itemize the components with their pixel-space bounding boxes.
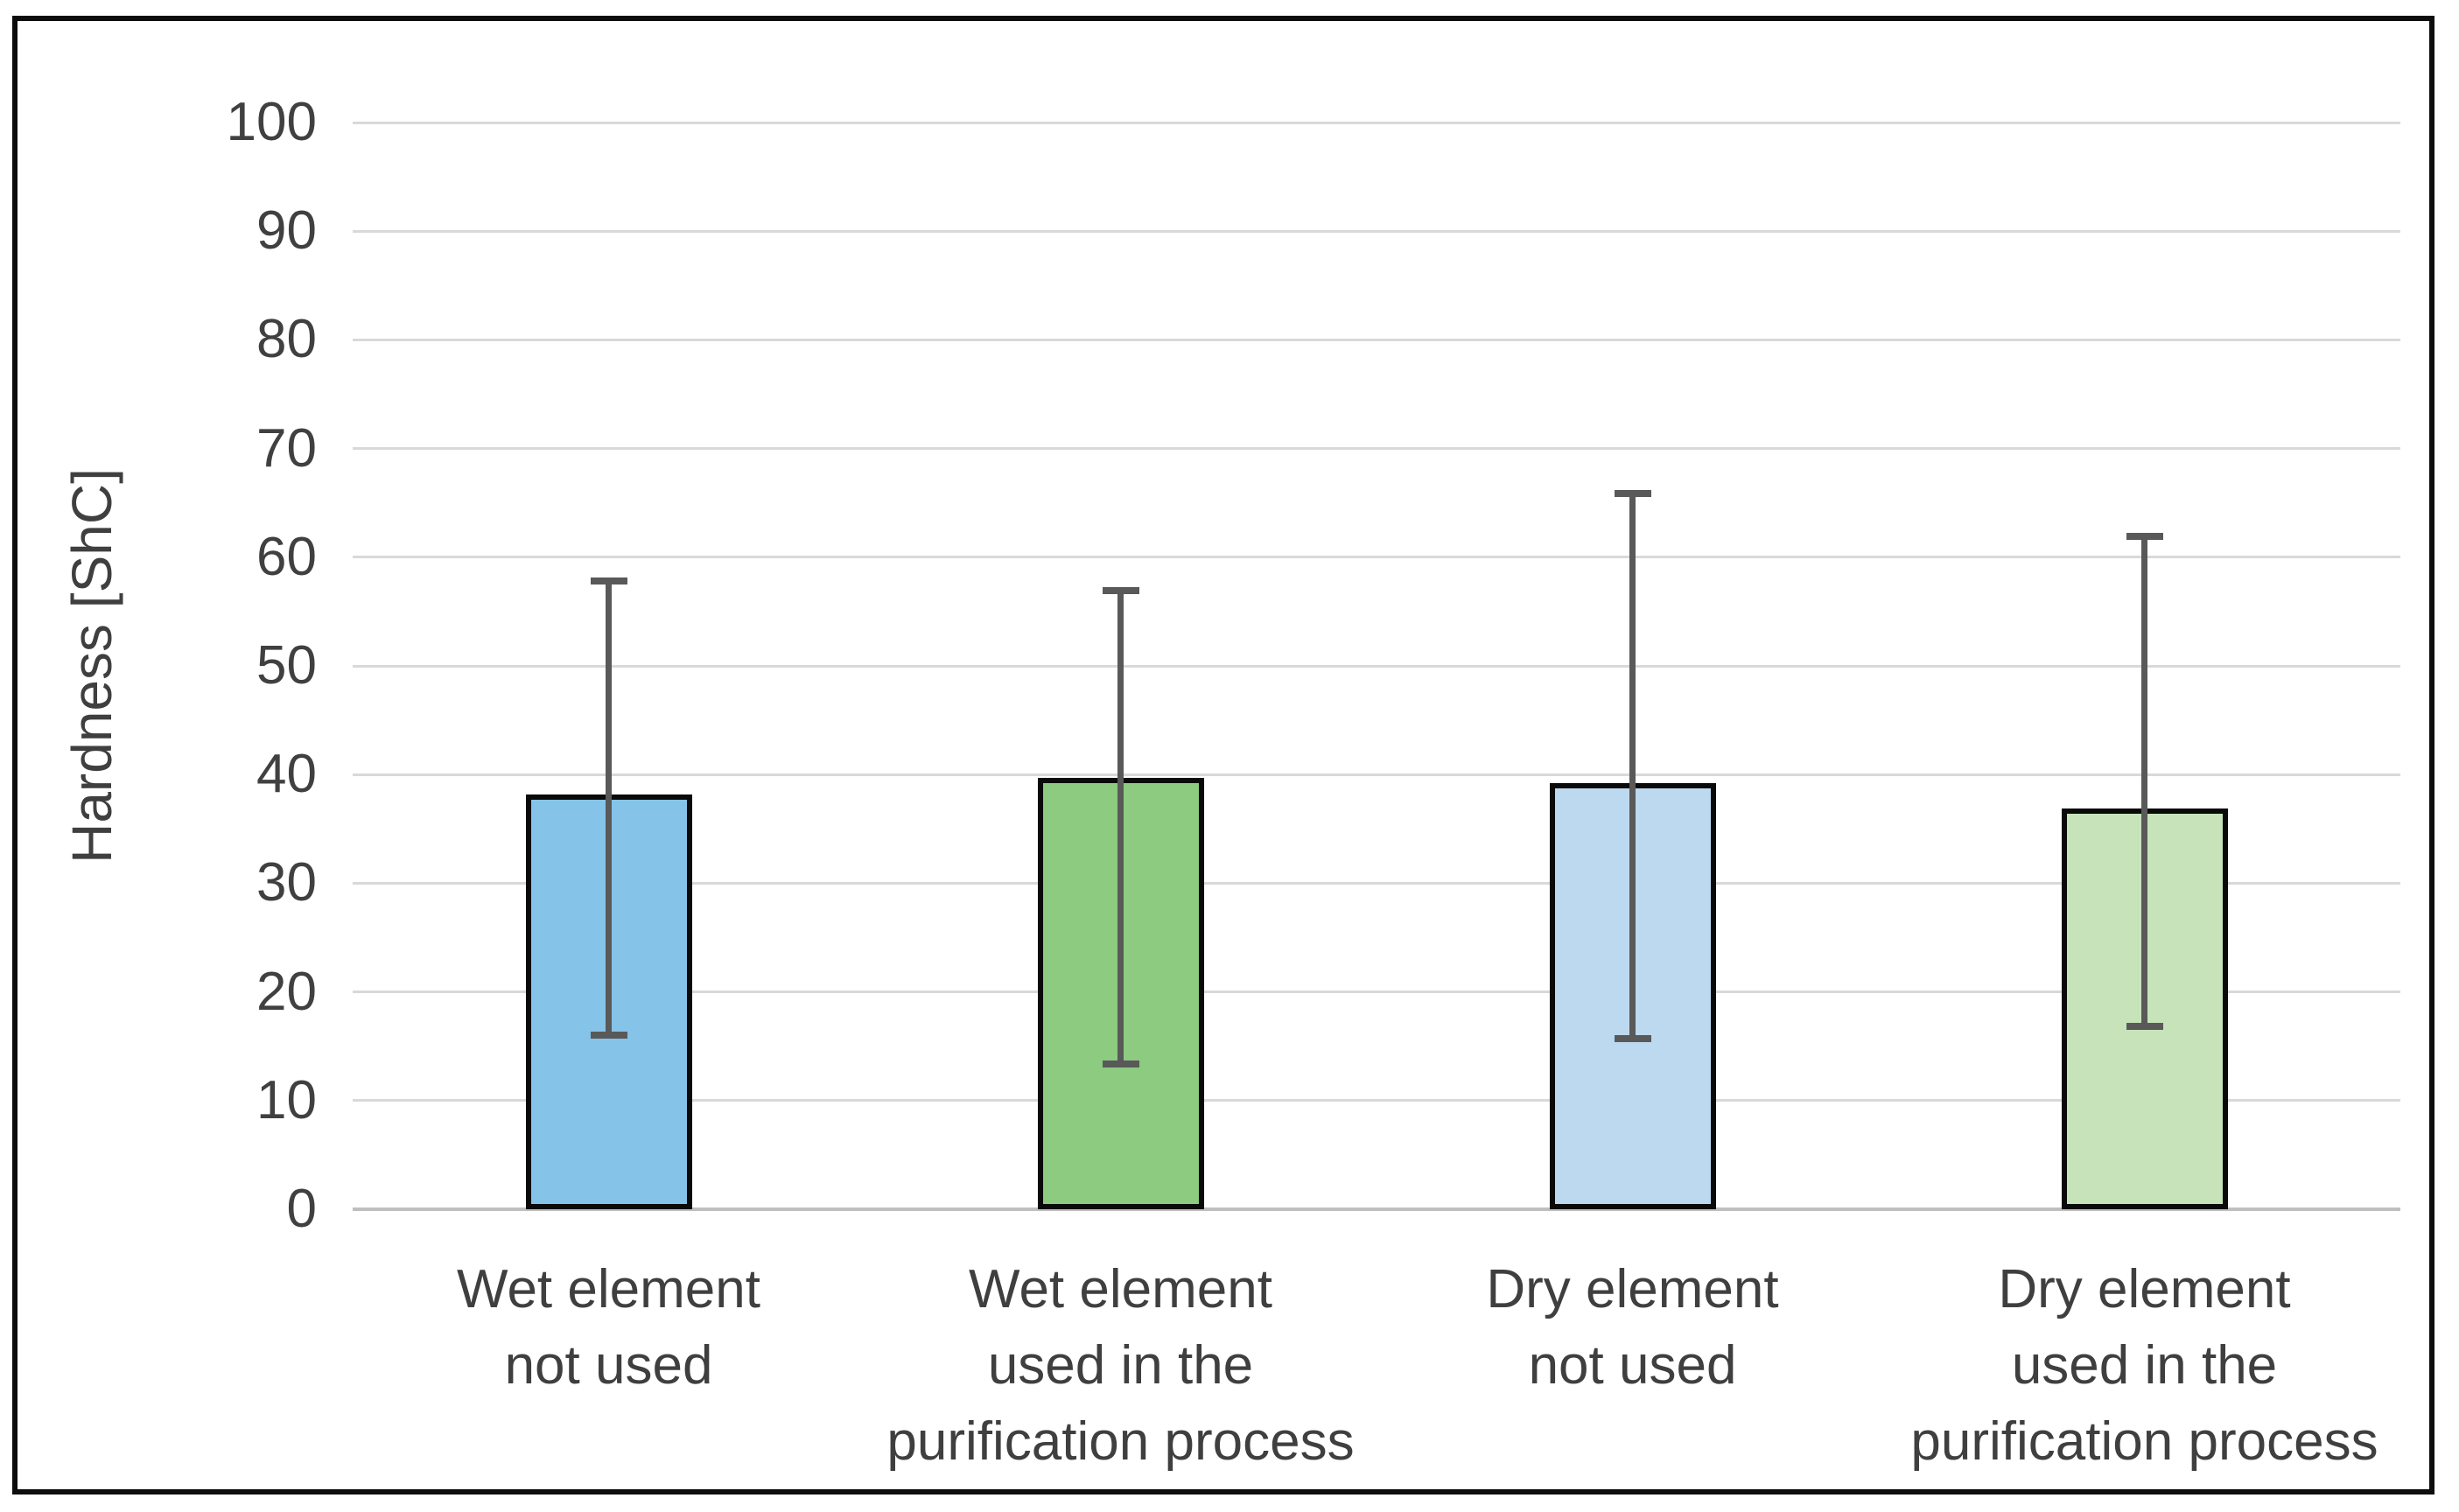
error-bar-stem [1117,591,1124,1064]
gridline [353,556,2400,559]
y-axis-tick-label: 20 [256,961,317,1022]
category-label: Dry element not used [1486,1259,1779,1396]
figure-frame [12,16,2434,1494]
category-label: Dry element used in the purification pro… [1910,1259,2378,1472]
category-label: Wet element used in the purification pro… [886,1259,1355,1472]
error-bar-cap-bottom [1102,1060,1139,1068]
gridline [353,338,2400,341]
y-axis-tick-label: 80 [256,309,317,370]
error-bar-stem [2141,536,2147,1027]
error-bar-cap-top [2126,533,2163,541]
error-bar-stem [1629,493,1636,1039]
gridline [353,1208,2400,1211]
gridline [353,773,2400,776]
error-bar-cap-bottom [2126,1023,2163,1031]
y-axis-tick-label: 70 [256,417,317,479]
error-bar-cap-bottom [590,1032,627,1040]
gridline [353,229,2400,233]
error-bar-cap-top [1102,587,1139,595]
gridline [353,121,2400,124]
gridline [353,881,2400,885]
y-axis-tick-label: 30 [256,852,317,914]
y-axis-tick-label: 100 [226,92,317,152]
y-axis-tick-label: 40 [256,744,317,805]
y-axis-tick-label: 10 [256,1069,317,1130]
error-bar-cap-top [1614,489,1651,497]
error-bar-stem [606,581,612,1036]
y-axis-tick-label: 60 [256,526,317,587]
y-axis-tick-label: 0 [286,1179,317,1239]
y-axis-tick-label: 50 [256,635,317,696]
category-label: Wet element not used [457,1259,760,1396]
error-bar-cap-bottom [1614,1035,1651,1042]
gridline [353,990,2400,994]
gridline [353,664,2400,668]
gridline [353,1099,2400,1102]
plot-area [353,121,2400,1211]
error-bar-cap-top [590,578,627,585]
gridline [353,447,2400,451]
y-axis-tick-label: 90 [256,200,317,262]
